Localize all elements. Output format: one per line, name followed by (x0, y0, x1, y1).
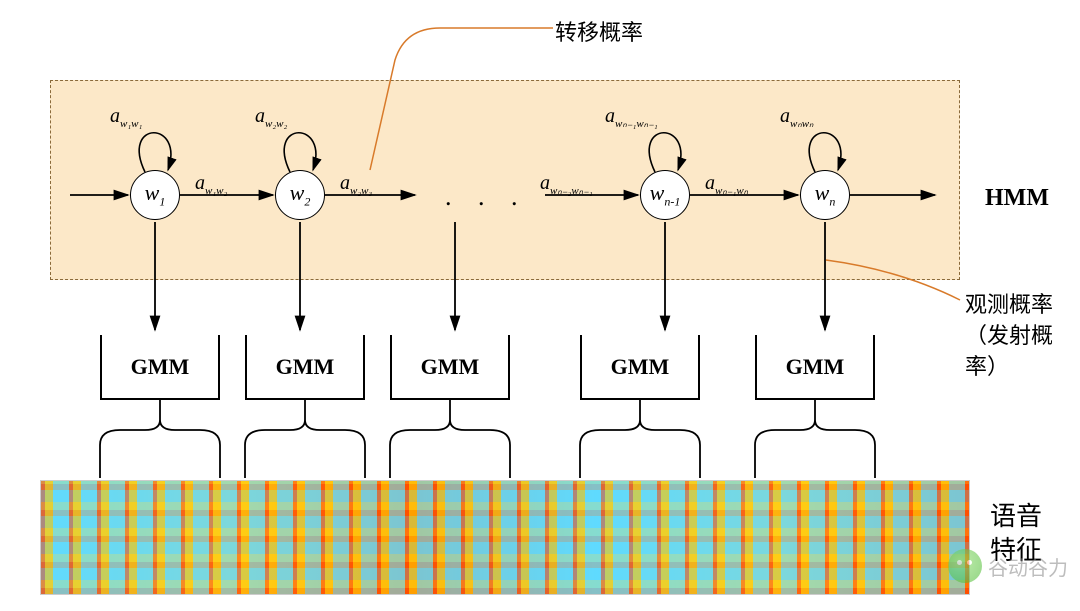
trans-label-w2w3: aw₂w₃ (340, 172, 372, 197)
observation-prob-label: 观测概率 （发射概率） (965, 290, 1080, 382)
selfloop-label-w1: aw₁w₁ (110, 105, 142, 130)
spec-label-line1: 语音 (990, 500, 1042, 534)
hmm-side-label: HMM (985, 185, 1049, 212)
gmm-box-1: GMM (100, 335, 220, 400)
spectrogram (40, 480, 970, 595)
state-label: w1 (145, 180, 166, 209)
state-wn-1: wn-1 (640, 170, 690, 220)
state-label: wn (815, 180, 836, 209)
obs-line2: （发射概率） (965, 321, 1080, 383)
trans-label-wn2wn1: awₙ₋₂wₙ₋₁ (540, 172, 593, 197)
state-label: w2 (290, 180, 311, 209)
wechat-text: 谷动谷力 (988, 552, 1068, 581)
gmm-box-4: GMM (580, 335, 700, 400)
selfloop-label-w2: aw₂w₂ (255, 105, 287, 130)
gmm-box-3: GMM (390, 335, 510, 400)
wechat-watermark: 谷动谷力 (948, 549, 1068, 583)
gmm-box-2: GMM (245, 335, 365, 400)
selfloop-label-wn: awₙwₙ (780, 105, 813, 130)
state-w1: w1 (130, 170, 180, 220)
transition-prob-label: 转移概率 (555, 15, 643, 47)
selfloop-label-wn-1: awₙ₋₁wₙ₋₁ (605, 105, 658, 130)
trans-label-w1w2: aw₁w₂ (195, 172, 227, 197)
state-wn: wn (800, 170, 850, 220)
trans-label-wn1wn: awₙ₋₁wₙ (705, 172, 748, 197)
state-w2: w2 (275, 170, 325, 220)
state-label: wn-1 (650, 180, 681, 209)
gmm-box-5: GMM (755, 335, 875, 400)
obs-line1: 观测概率 (965, 290, 1080, 321)
wechat-icon (948, 549, 982, 583)
ellipsis: . . . (445, 182, 528, 212)
